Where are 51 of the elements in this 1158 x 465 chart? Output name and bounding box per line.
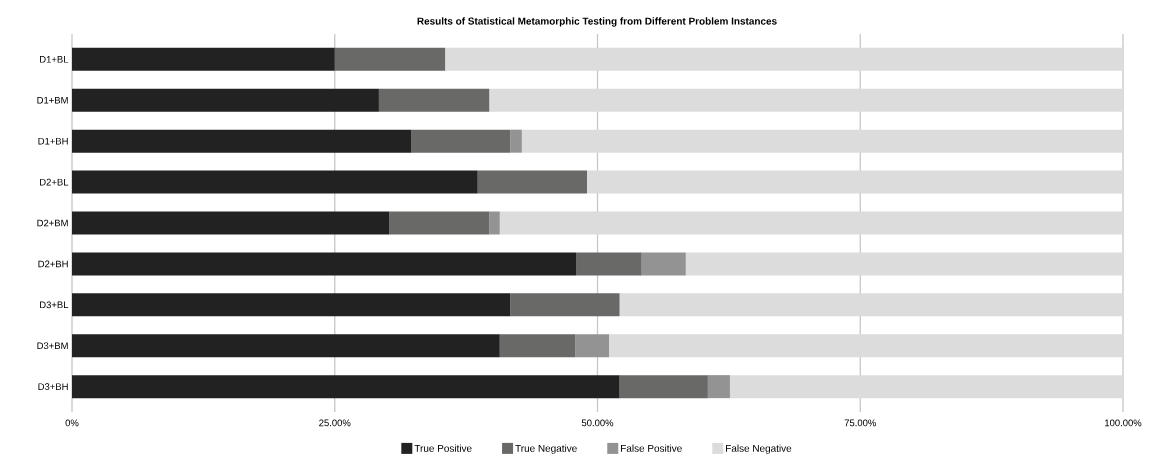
bar — [489, 211, 500, 235]
bar — [389, 211, 490, 235]
legend-label: True Positive — [414, 444, 472, 452]
bar — [707, 375, 730, 399]
bar — [489, 88, 1123, 112]
bar — [72, 129, 412, 153]
x-tick-label: 0% — [65, 419, 79, 427]
bar — [576, 252, 642, 276]
bar — [72, 334, 500, 358]
bar — [641, 252, 686, 276]
chart-title: Results of Statistical Metamorphic Testing from Different Problem Instances — [417, 17, 777, 27]
bar — [411, 129, 511, 153]
bar — [72, 211, 390, 235]
bar — [477, 170, 587, 194]
bar — [685, 252, 1123, 276]
y-tick-label: D1+BH — [38, 137, 68, 145]
y-tick-label: D1+BM — [37, 97, 68, 104]
y-tick-label: D3+BM — [37, 342, 68, 350]
y-tick-label: D2+BH — [38, 260, 68, 268]
y-tick-label: D2+BM — [37, 219, 68, 227]
bar — [72, 375, 620, 399]
legend-label: False Positive — [621, 444, 682, 452]
bar — [72, 47, 335, 71]
y-tick-label: D2+BL — [40, 178, 69, 186]
x-tick-label: 25.00% — [319, 419, 351, 427]
x-tick-label: 75.00% — [844, 419, 876, 427]
bar — [510, 129, 522, 153]
bar — [72, 252, 577, 276]
bar — [619, 293, 1123, 317]
x-tick-label: 100.00% — [1105, 419, 1142, 427]
bar — [334, 47, 446, 71]
bar — [499, 211, 1123, 235]
y-tick-label: D1+BL — [40, 56, 69, 63]
bar — [72, 170, 478, 194]
bar — [575, 334, 610, 358]
bar — [378, 88, 490, 112]
legend-label: True Negative — [515, 444, 577, 454]
bar — [510, 293, 620, 317]
bar — [521, 129, 1123, 153]
bar — [609, 334, 1123, 358]
bar — [586, 170, 1123, 194]
bar — [72, 293, 511, 317]
bar — [729, 375, 1123, 399]
y-tick-label: D3+BL — [40, 301, 69, 309]
legend-label: False Negative — [726, 444, 792, 454]
bar — [499, 334, 576, 358]
bar — [619, 375, 708, 399]
bar — [445, 47, 1123, 71]
x-tick-label: 50.00% — [581, 419, 614, 427]
y-tick-label: D3+BH — [38, 383, 68, 390]
bar — [72, 88, 379, 112]
